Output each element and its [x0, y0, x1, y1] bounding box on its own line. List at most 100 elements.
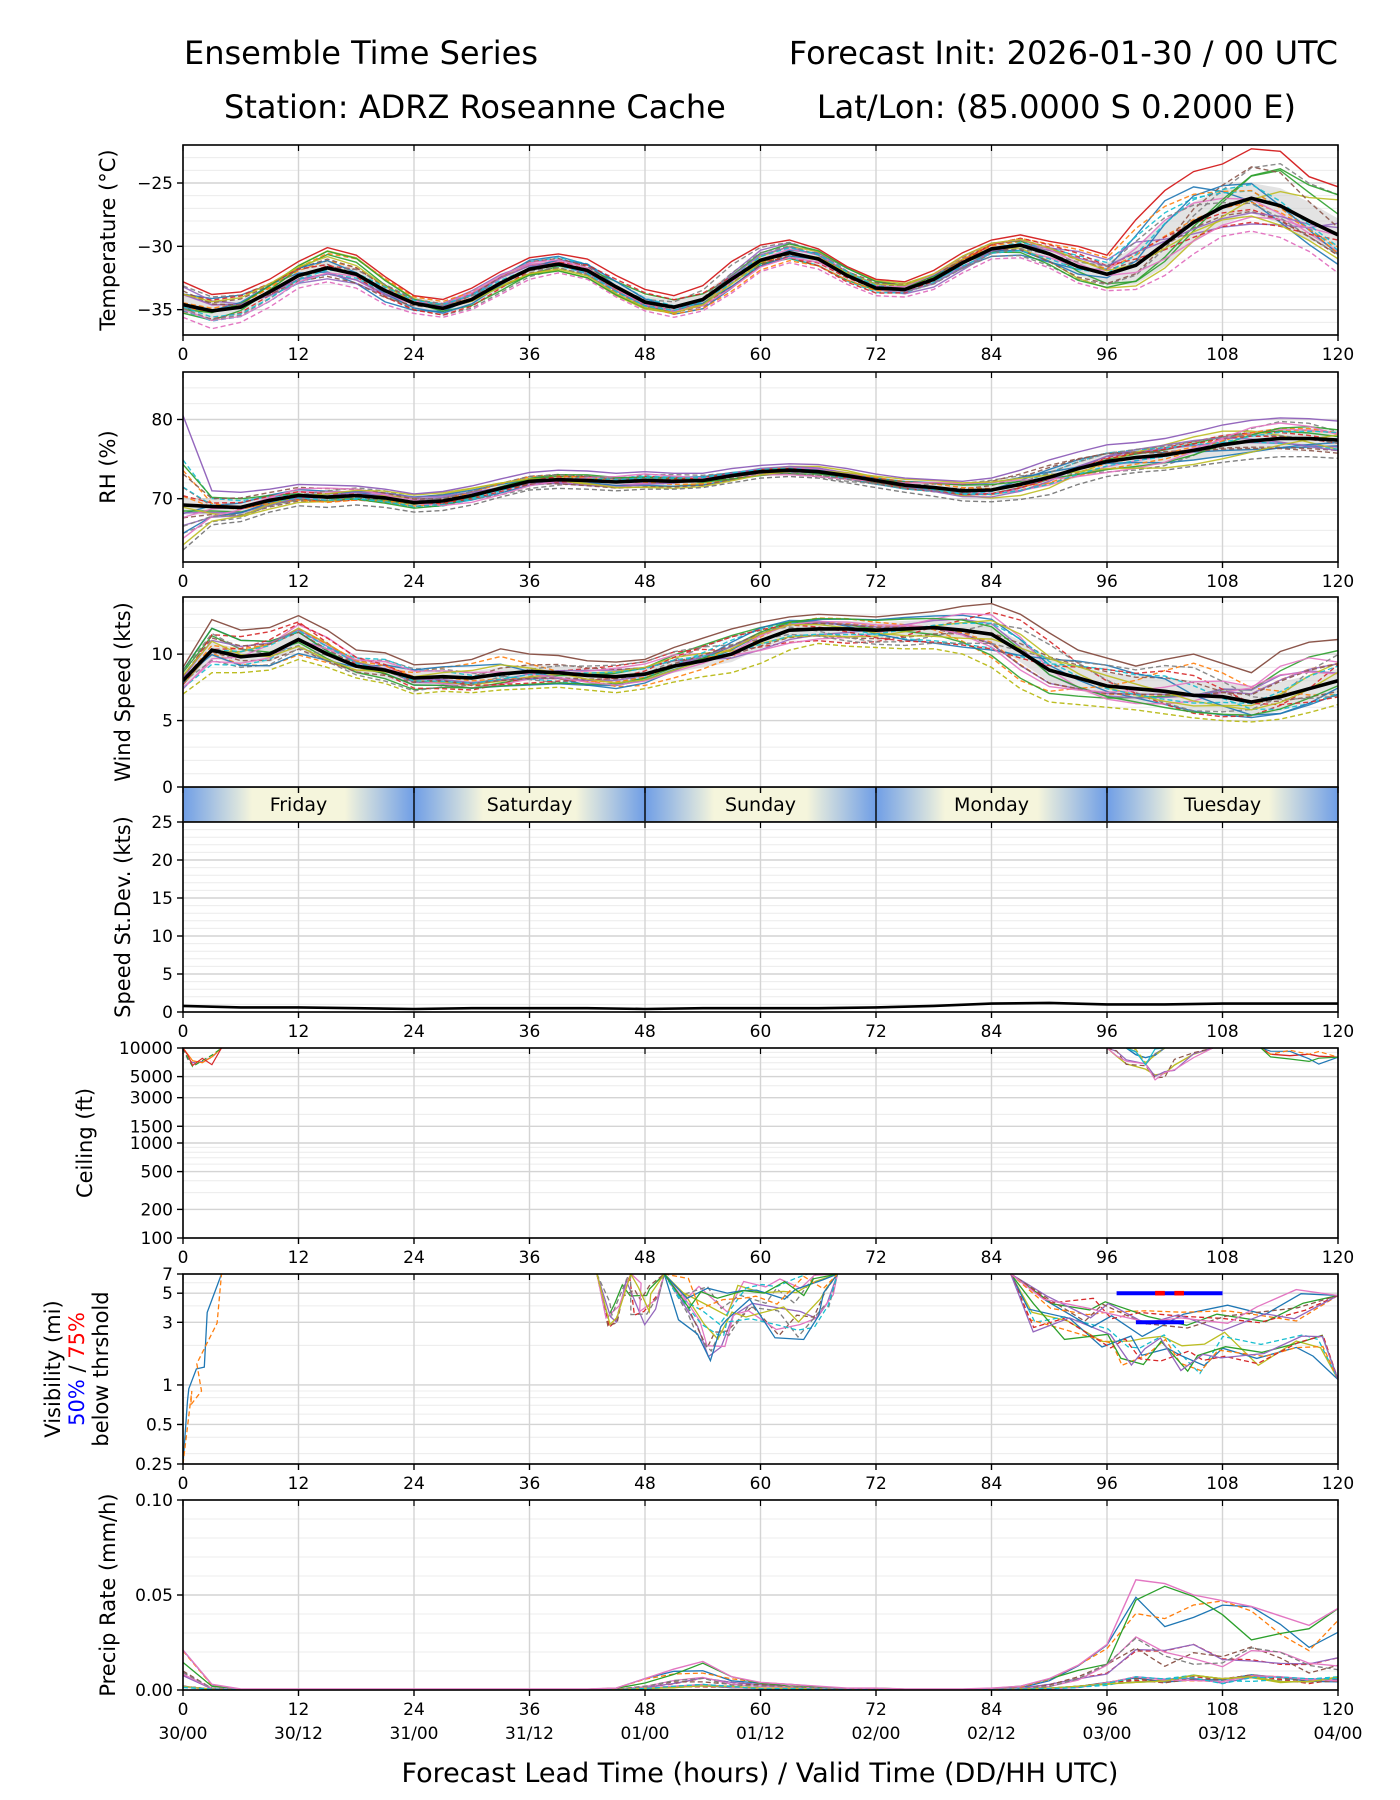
- station-latlon: Lat/Lon: (85.0000 S 0.2000 E): [817, 88, 1296, 126]
- vis-member-line: [663, 1274, 838, 1314]
- vis-50pct-label: 50%: [65, 1379, 89, 1426]
- wind_speed-member-min-line: [183, 642, 1338, 723]
- visibility-ytick-label: 1: [162, 1376, 173, 1396]
- temperature-xtick-label: 120: [1322, 345, 1354, 365]
- ceiling-ytick-label: 5000: [130, 1068, 173, 1088]
- visibility-xtick-label: 24: [403, 1474, 425, 1494]
- visibility-ylabel: Visibility (mi): [41, 1300, 65, 1437]
- speed-stdev-line: [183, 1001, 1338, 1011]
- ceiling-ytick-label: 10000: [119, 1039, 173, 1059]
- vis-member-line: [1010, 1274, 1338, 1322]
- ceiling-member-line: [1260, 1048, 1338, 1058]
- ceiling-xtick-label: 0: [178, 1248, 189, 1268]
- speed_stdev-ytick-label: 5: [162, 965, 173, 985]
- visibility-xtick-label: 12: [288, 1474, 310, 1494]
- wind_speed-ensemble-mean-line: [183, 625, 1338, 704]
- speed_stdev-xtick-label: 60: [750, 1022, 772, 1042]
- wind_speed-member-line: [183, 619, 1338, 716]
- rh-xtick-label: 120: [1322, 572, 1354, 592]
- rh-member-line: [183, 434, 1338, 546]
- rh-xtick-label: 0: [178, 572, 189, 592]
- wind_speed-ytick-label: 10: [151, 645, 173, 665]
- rh-ytick-label: 80: [151, 411, 173, 431]
- temperature-member-line: [183, 190, 1338, 322]
- vis-member-line: [664, 1274, 838, 1310]
- wind_speed-ytick-label: 5: [162, 712, 173, 732]
- temperature-member-line: [183, 169, 1338, 322]
- ceiling-xtick-label: 120: [1322, 1248, 1354, 1268]
- ceiling-xtick-label: 12: [288, 1248, 310, 1268]
- precip_rate-ylabel: Precip Rate (mm/h): [96, 1493, 120, 1696]
- visibility-ytick-label: 7: [162, 1265, 173, 1285]
- rh-ensemble-mean-line: [183, 436, 1338, 510]
- vis-member-line: [1010, 1274, 1338, 1380]
- visibility-ytick-label: 0.25: [135, 1455, 173, 1475]
- ceiling-major-grid: [182, 1047, 1339, 1239]
- temperature-series: [183, 148, 1338, 330]
- ceiling-ytick-label: 3000: [130, 1089, 173, 1109]
- temperature-member-line: [183, 212, 1338, 312]
- ceiling-xtick-label: 96: [1096, 1248, 1118, 1268]
- rh-xtick-label: 36: [519, 572, 541, 592]
- wind_speed-series: [183, 602, 1338, 723]
- ceiling-xtick-label: 72: [865, 1248, 887, 1268]
- temperature-member-line: [183, 166, 1338, 314]
- figure-title: Ensemble Time Series: [184, 34, 538, 72]
- wind_speed-member-line: [183, 632, 1338, 704]
- rh-xtick-label: 48: [634, 572, 656, 592]
- temperature-member-line: [183, 189, 1338, 315]
- ceiling-member-line: [1106, 1048, 1214, 1077]
- forecast-init: Forecast Init: 2026-01-30 / 00 UTC: [789, 34, 1338, 72]
- ceiling-member-line: [183, 1048, 223, 1067]
- ceiling-ytick-label: 100: [141, 1229, 173, 1249]
- ceiling-member-line: [1106, 1048, 1214, 1076]
- speed_stdev-ytick-label: 10: [151, 927, 173, 947]
- precip_rate-ytick-label: 0.10: [135, 1491, 173, 1511]
- precip_rate-xtick-label: 72: [865, 1700, 887, 1720]
- speed_stdev-xtick-label: 48: [634, 1022, 656, 1042]
- ceiling-ytick-label: 1500: [130, 1117, 173, 1137]
- visibility-xtick-label: 96: [1096, 1474, 1118, 1494]
- temperature-xtick-label: 24: [403, 345, 425, 365]
- ceiling-member-line: [1106, 1048, 1214, 1081]
- speed_stdev-xtick-label: 12: [288, 1022, 310, 1042]
- ceiling-xtick-label: 84: [981, 1248, 1003, 1268]
- vis-member-line: [596, 1274, 665, 1327]
- vis-member-line: [663, 1274, 839, 1363]
- visibility-series: [183, 1274, 1338, 1464]
- rh-ytick-label: 70: [151, 490, 173, 510]
- precip_rate-xtick-label: 24: [403, 1700, 425, 1720]
- rh-member-line: [183, 427, 1338, 509]
- speed_stdev-ytick-label: 20: [151, 851, 173, 871]
- ceiling-ylabel: Ceiling (ft): [73, 1088, 97, 1198]
- wind_speed-ylabel: Wind Speed (kts): [111, 602, 135, 782]
- speed_stdev-xtick-label: 36: [519, 1022, 541, 1042]
- speed_stdev-xtick-label: 84: [981, 1022, 1003, 1042]
- ceiling-member-line: [1260, 1048, 1338, 1063]
- temperature-ylabel: Temperature (°C): [96, 149, 120, 331]
- vis-member-line: [1010, 1274, 1338, 1329]
- rh-member-line: [183, 430, 1338, 509]
- speed_stdev-xtick-label: 120: [1322, 1022, 1354, 1042]
- precip_rate-ytick-label: 0.00: [135, 1681, 173, 1701]
- temperature-xtick-label: 96: [1096, 345, 1118, 365]
- precip_rate-ytick-label: 0.05: [135, 1586, 173, 1606]
- rh-xtick-label: 108: [1206, 572, 1238, 592]
- valid-time-label: 30/00: [159, 1724, 208, 1744]
- ceiling-member-line: [1260, 1048, 1338, 1065]
- temperature-member-line: [183, 222, 1338, 314]
- precip_rate-xtick-label: 0: [178, 1700, 189, 1720]
- ceiling-member-line: [1126, 1048, 1166, 1064]
- visibility-xtick-label: 120: [1322, 1474, 1354, 1494]
- precip_rate-xtick-label: 96: [1096, 1700, 1118, 1720]
- ceiling-ytick-label: 200: [141, 1200, 173, 1220]
- precip_rate-xtick-label: 36: [519, 1700, 541, 1720]
- rh-xtick-label: 84: [981, 572, 1003, 592]
- rh-ylabel: RH (%): [96, 430, 120, 503]
- speed_stdev-ylabel: Speed St.Dev. (kts): [111, 816, 135, 1018]
- ceiling-ytick-label: 500: [141, 1163, 173, 1183]
- panel-speed_stdev: 0 5 10 15 20 25 0 12 24 36 48 60 72 84 96 108 120 Speed S…: [111, 813, 1354, 1042]
- rh-xtick-label: 60: [750, 572, 772, 592]
